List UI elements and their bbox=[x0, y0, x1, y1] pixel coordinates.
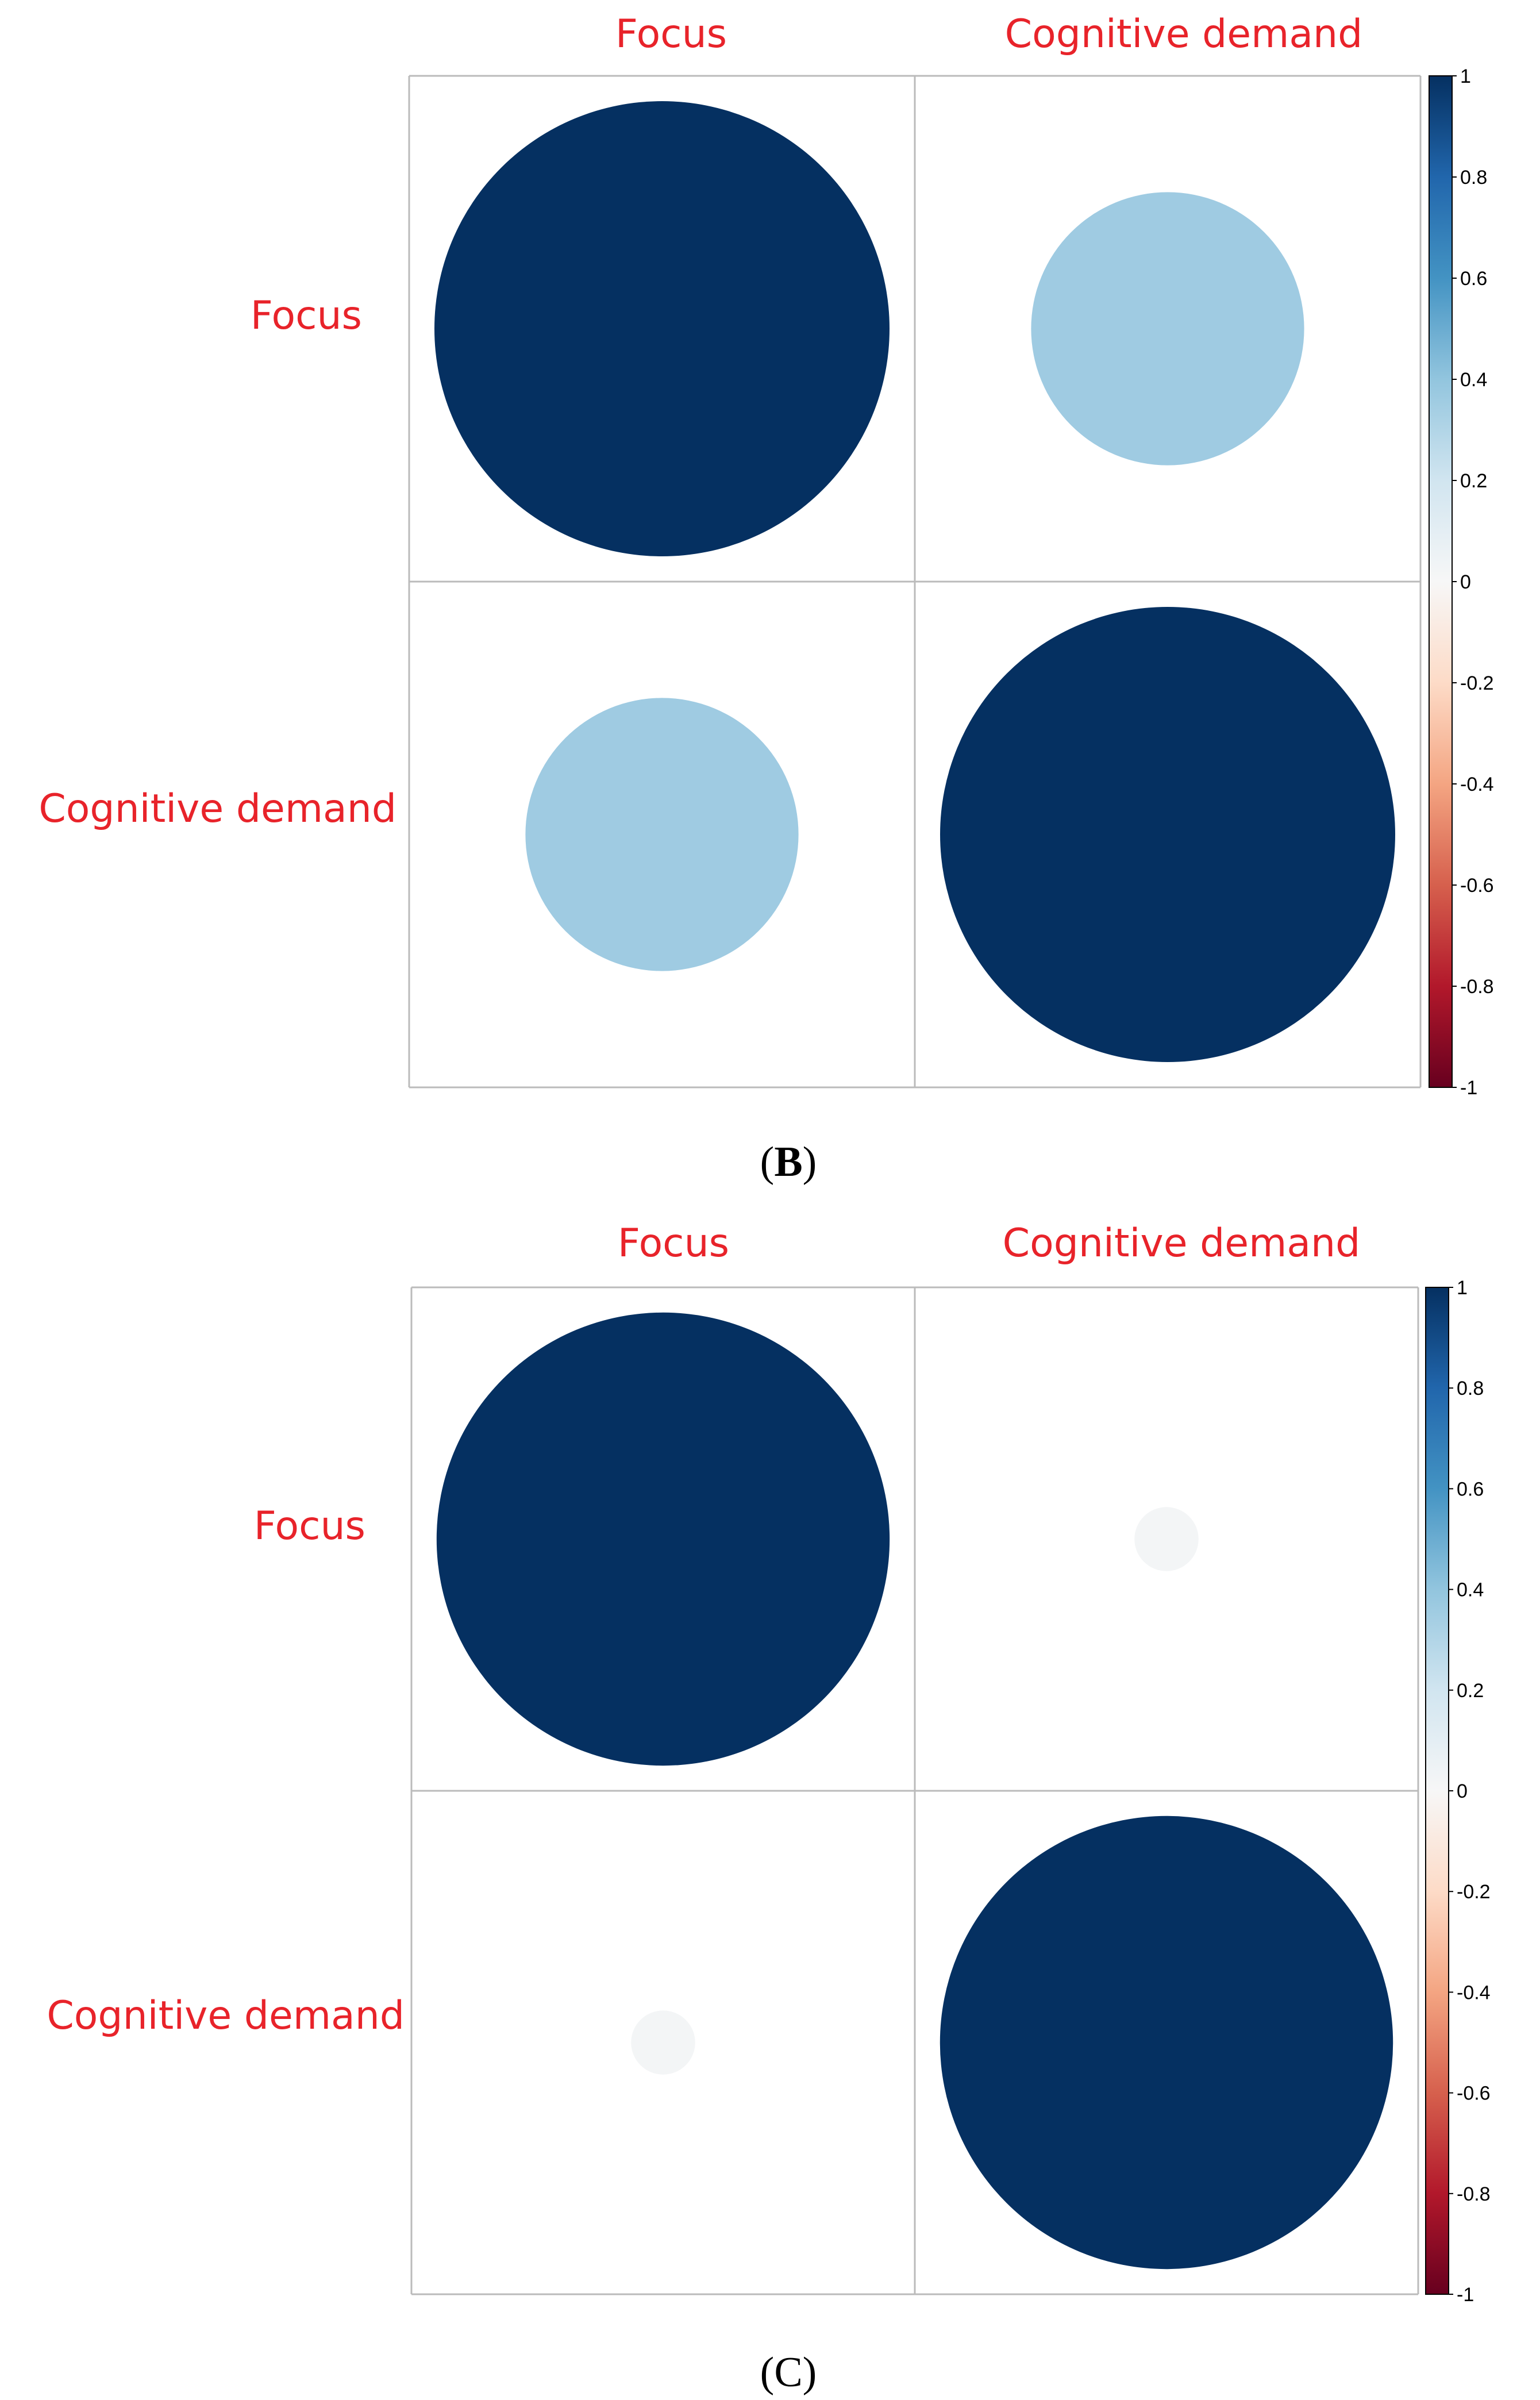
column-label-cognitive-demand: Cognitive demand bbox=[1003, 1221, 1361, 1266]
correlation-circle bbox=[436, 1312, 890, 1766]
correlation-plot-c: Focus Cognitive demand Focus Cognitive d… bbox=[47, 1221, 1490, 2396]
correlation-circle bbox=[1031, 192, 1304, 466]
colorbar-tick-label: 0.8 bbox=[1457, 1378, 1484, 1399]
colorbar-tick-label: -0.2 bbox=[1457, 1881, 1491, 1903]
colorbar-tick-label: 0.2 bbox=[1457, 1680, 1484, 1702]
colorbar: 1 0.8 0.6 0.4 0.2 0 -0.2 -0.4 -0.6 -0.8 -1 bbox=[1429, 66, 1494, 1099]
colorbar-tick-label: 0.6 bbox=[1460, 268, 1487, 290]
row-label-focus: Focus bbox=[254, 1503, 365, 1549]
colorbar-tick-label: 0 bbox=[1457, 1780, 1468, 1802]
correlation-plot-b: Focus Cognitive demand Focus Cognitive d… bbox=[38, 11, 1493, 1186]
colorbar-tick-label: -0.8 bbox=[1457, 2183, 1491, 2205]
panel-label-b: (B) bbox=[760, 1139, 817, 1186]
correlation-circle bbox=[525, 698, 799, 971]
colorbar-tick-label: 0.4 bbox=[1460, 369, 1487, 391]
panel-label-c: (C) bbox=[760, 2349, 817, 2396]
colorbar-gradient bbox=[1425, 1287, 1449, 2295]
colorbar-tick-label: 0.2 bbox=[1460, 470, 1487, 492]
colorbar-gradient bbox=[1429, 75, 1453, 1088]
column-label-focus: Focus bbox=[618, 1221, 729, 1266]
colorbar-tick-label: 0.6 bbox=[1457, 1478, 1484, 1500]
column-label-focus: Focus bbox=[615, 11, 727, 57]
colorbar-tick-label: 1 bbox=[1457, 1277, 1468, 1299]
correlation-circle bbox=[434, 101, 890, 556]
colorbar-tick-label: -0.8 bbox=[1460, 976, 1494, 998]
row-label-focus: Focus bbox=[251, 293, 362, 339]
column-label-cognitive-demand: Cognitive demand bbox=[1005, 11, 1363, 57]
correlation-circle bbox=[940, 607, 1395, 1062]
row-label-cognitive-demand: Cognitive demand bbox=[38, 786, 396, 832]
correlation-circle bbox=[1134, 1507, 1199, 1571]
row-label-cognitive-demand: Cognitive demand bbox=[47, 1993, 405, 2039]
colorbar-tick-label: 1 bbox=[1460, 66, 1471, 87]
colorbar-tick-label: -1 bbox=[1457, 2284, 1474, 2306]
colorbar-tick-label: -0.6 bbox=[1460, 875, 1494, 897]
colorbar-tick-label: -0.2 bbox=[1460, 672, 1494, 694]
colorbar-tick-label: 0 bbox=[1460, 571, 1471, 593]
colorbar: 1 0.8 0.6 0.4 0.2 0 -0.2 -0.4 -0.6 -0.8 -1 bbox=[1425, 1277, 1491, 2306]
correlation-circle bbox=[631, 2010, 695, 2075]
colorbar-tick-label: 0.8 bbox=[1460, 167, 1487, 189]
colorbar-tick-label: -0.6 bbox=[1457, 2083, 1491, 2105]
colorbar-tick-label: -1 bbox=[1460, 1077, 1477, 1099]
correlation-circle bbox=[940, 1816, 1393, 2270]
colorbar-tick-label: 0.4 bbox=[1457, 1579, 1484, 1601]
colorbar-tick-label: -0.4 bbox=[1457, 1982, 1491, 2003]
colorbar-tick-label: -0.4 bbox=[1460, 774, 1494, 795]
